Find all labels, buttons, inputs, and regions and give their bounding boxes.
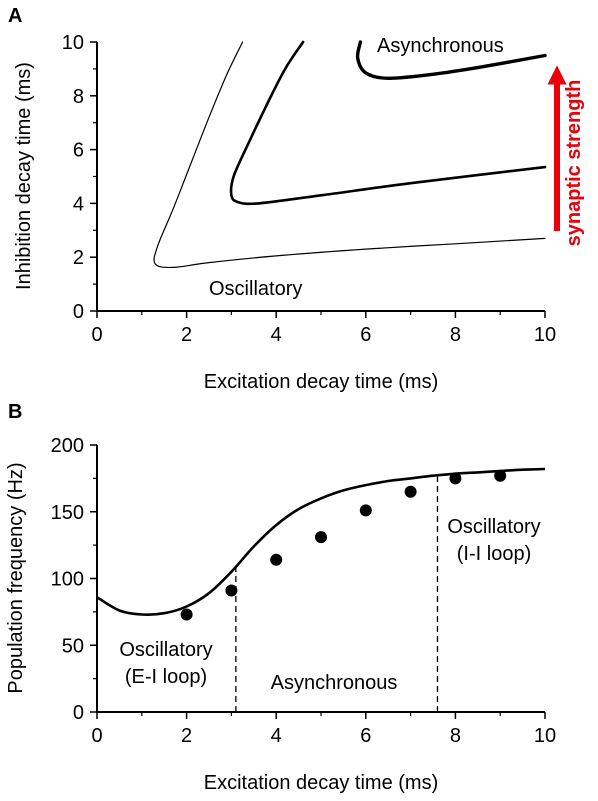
panel-b-data-point: [494, 469, 507, 482]
panel-a-x-tick-label: 10: [534, 324, 556, 346]
panel-a-x-tick-label: 6: [360, 324, 371, 346]
panel-a-y-tick-label: 6: [73, 140, 84, 162]
panel-a-y-axis-title: Inhibition decay time (ms): [13, 62, 35, 290]
panel-a-ticks: 0 2 4 6 8 10 0 2 4 6 8 10: [62, 32, 556, 346]
panel-b-y-tick-label: 0: [73, 702, 84, 724]
panel-a-y-tick-label: 4: [73, 193, 84, 215]
panel-a-plot-area: 0 2 4 6 8 10 0 2 4 6 8 10: [62, 32, 556, 346]
panel-b-x-tick-label: 6: [360, 725, 371, 747]
panel-b-data-point: [225, 584, 238, 597]
panel-b-x-tick-label: 8: [450, 725, 461, 747]
panel-b-y-tick-label: 100: [51, 569, 84, 591]
panel-a-curve-thick: [355, 40, 547, 81]
panel-b-oscillatory-ii-label-line1: Oscillatory: [447, 516, 540, 538]
panel-a-curve-thin: [153, 41, 546, 269]
panel-b-data-point: [449, 472, 462, 485]
panel-a-x-axis-title: Excitation decay time (ms): [204, 371, 439, 393]
panel-a-x-tick-label: 0: [91, 324, 102, 346]
panel-b-x-tick-label: 0: [91, 725, 102, 747]
panel-a-label: A: [8, 5, 22, 27]
panel-b-x-tick-label: 10: [534, 725, 556, 747]
panel-a-x-tick-label: 8: [450, 324, 461, 346]
panel-b-y-axis-title: Population frequency (Hz): [5, 462, 27, 693]
panel-b-y-tick-label: 50: [62, 635, 84, 657]
panel-b-oscillatory-ei-label-line2: (E-I loop): [125, 666, 207, 688]
synaptic-strength-label: synaptic strength: [563, 80, 585, 247]
panel-b-x-tick-label: 4: [271, 725, 282, 747]
panel-a-y-tick-label: 0: [73, 301, 84, 323]
panel-a-curve-medium: [229, 40, 547, 206]
panel-b-data-point: [404, 485, 417, 498]
panel-a-x-tick-label: 4: [271, 324, 282, 346]
panel-a-y-tick-label: 10: [62, 32, 84, 54]
panel-a-y-tick-label: 2: [73, 247, 84, 269]
panel-a-x-tick-label: 2: [181, 324, 192, 346]
panel-b-data-point: [315, 531, 327, 544]
panel-b-data-point: [180, 608, 193, 621]
panel-b-oscillatory-ei-label-line1: Oscillatory: [119, 639, 212, 661]
panel-a-asynchronous-label: Asynchronous: [377, 35, 504, 57]
panel-b-theory-curve: [96, 467, 546, 616]
panel-b-asynchronous-label: Asynchronous: [271, 672, 398, 694]
panel-b-x-tick-label: 2: [181, 725, 192, 747]
panel-b-theory-curve-group: [96, 467, 546, 616]
panel-b-y-tick-label: 200: [51, 435, 84, 457]
panel-a-oscillatory-label: Oscillatory: [209, 278, 302, 300]
panel-b-simulation-points: [180, 469, 507, 621]
panel-a-curves: [153, 40, 547, 269]
panel-b-x-axis-title: Excitation decay time (ms): [204, 772, 439, 794]
panel-b-y-tick-label: 150: [51, 502, 84, 524]
panel-a: A 0 2 4 6 8 10 0 2 4 6 8 10 Excitation decay time (…: [8, 5, 585, 393]
panel-a-y-tick-label: 8: [73, 86, 84, 108]
panel-b-data-point: [270, 553, 283, 566]
panel-b-oscillatory-ii-label-line2: (I-I loop): [457, 543, 531, 565]
panel-b-data-point: [359, 504, 372, 517]
panel-b-label: B: [8, 401, 22, 423]
